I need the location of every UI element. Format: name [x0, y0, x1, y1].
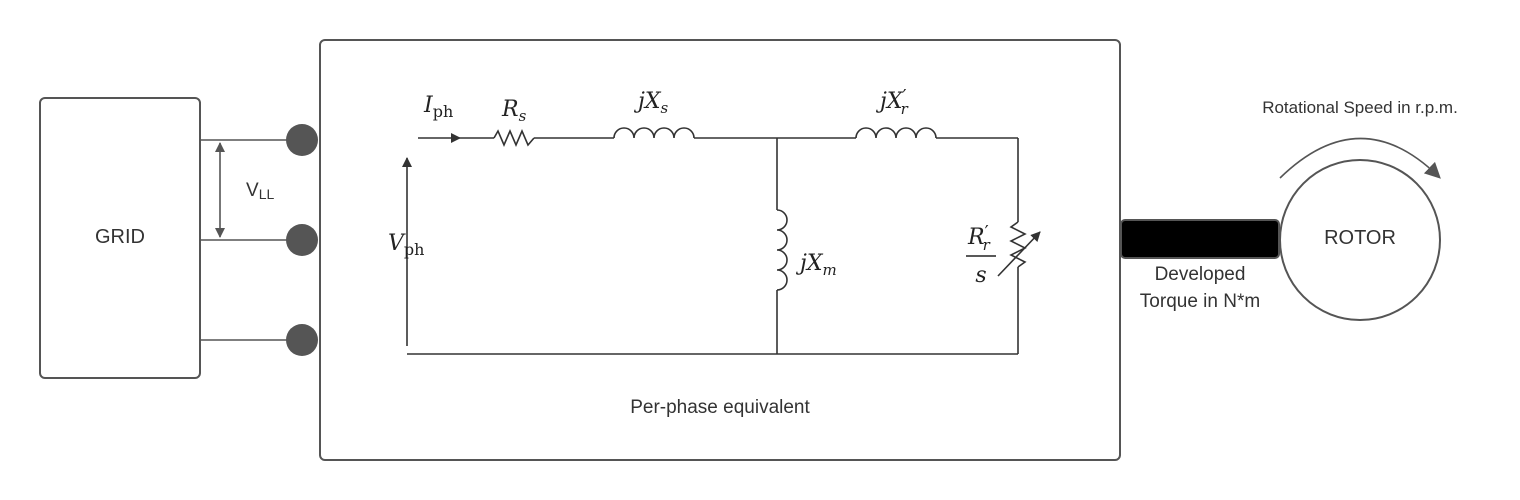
shaft: [1120, 219, 1280, 259]
terminal-3: [286, 324, 318, 356]
terminal-2: [286, 224, 318, 256]
jxr-label: jX′ r: [875, 86, 909, 118]
rotation-arrow: [1279, 137, 1441, 179]
vll-label: VLL: [246, 180, 274, 202]
jxs-inductor: [613, 127, 695, 139]
torque-label-line1: Developed: [1155, 264, 1246, 285]
rotational-speed-label: Rotational Speed in r.p.m.: [1262, 98, 1458, 117]
rr-label: R′ r: [967, 222, 991, 254]
rr-resistor: [1009, 221, 1027, 268]
grid-label: GRID: [95, 226, 145, 248]
jxr-inductor: [855, 127, 937, 139]
rr-variable-arrow: [997, 231, 1041, 277]
iph-label: Iph: [423, 93, 453, 121]
rotor-label: ROTOR: [1324, 227, 1396, 249]
jxs-label: jXs: [633, 89, 668, 117]
vph-label: Vph: [388, 231, 424, 259]
jxm-inductor: [776, 209, 788, 291]
torque-label-line2: Torque in N*m: [1140, 291, 1260, 312]
per-phase-caption: Per-phase equivalent: [630, 397, 810, 418]
equivalent-circuit: Iph Vph Rs jXs jX′ r jXm R′ r s: [388, 86, 1041, 355]
grid-block: [39, 97, 201, 379]
terminal-1: [286, 124, 318, 156]
slip-label: s: [975, 263, 986, 288]
rs-resistor: [493, 128, 535, 148]
rotor-circle: [1279, 159, 1441, 321]
jxm-label: jXm: [795, 251, 837, 279]
rs-label: Rs: [501, 97, 527, 125]
